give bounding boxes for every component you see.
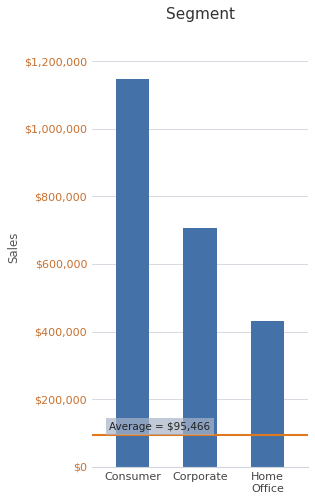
Bar (251, 321, 284, 467)
Bar (183, 228, 217, 467)
Text: Average = $95,466: Average = $95,466 (109, 422, 210, 432)
Y-axis label: Sales: Sales (7, 231, 20, 263)
Title: Segment: Segment (166, 7, 235, 22)
Bar (116, 79, 149, 467)
